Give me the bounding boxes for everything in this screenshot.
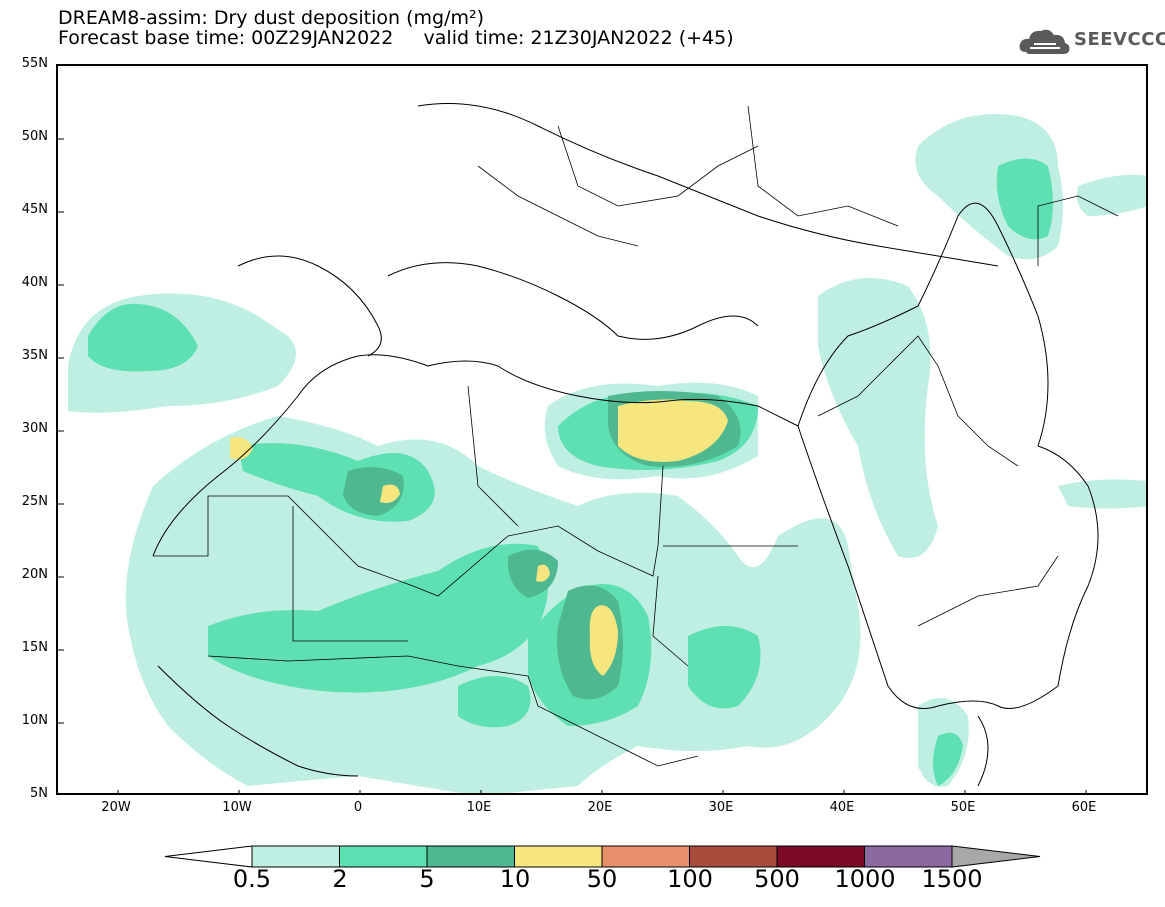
colorbar-label: 500	[754, 865, 800, 893]
dust-map	[58, 103, 1146, 793]
lat-label-45n: 45N	[21, 202, 48, 217]
lon-label-50e: 50E	[950, 800, 976, 815]
colorbar-swatch	[251, 845, 340, 868]
map-title: DREAM8-assim: Dry dust deposition (mg/m²…	[58, 7, 485, 29]
map-panel	[56, 64, 1148, 795]
lon-label-10e: 10E	[466, 800, 492, 815]
colorbar-label: 0.5	[232, 865, 272, 893]
seevccc-logo	[1018, 24, 1158, 58]
lat-label-10n: 10N	[21, 713, 48, 728]
lon-label-30e: 30E	[708, 800, 734, 815]
colorbar-label: 1500	[921, 865, 983, 893]
coastlines	[152, 103, 1099, 787]
borders	[153, 105, 1119, 767]
cloud-icon	[1019, 29, 1070, 54]
colorbar-label: 50	[586, 865, 618, 893]
colorbar-label: 2	[332, 865, 348, 893]
colorbar-swatch	[514, 845, 603, 868]
colorbar-label: 10	[499, 865, 531, 893]
colorbar-label: 100	[667, 865, 713, 893]
forecast-time-line: Forecast base time: 00Z29JAN2022 valid t…	[58, 27, 734, 49]
lon-label-0: 0	[353, 800, 363, 815]
colorbar-over-arrow	[951, 845, 1041, 868]
lat-label-20n: 20N	[21, 567, 48, 582]
lat-label-25n: 25N	[21, 494, 48, 509]
lat-label-30n: 30N	[21, 421, 48, 436]
logo-text: SEEVCCC	[1074, 29, 1165, 50]
lat-label-55n: 55N	[21, 56, 48, 71]
colorbar-swatch	[426, 845, 515, 868]
colorbar-label: 5	[419, 865, 435, 893]
lat-label-40n: 40N	[21, 275, 48, 290]
lat-label-15n: 15N	[21, 640, 48, 655]
colorbar-label: 1000	[834, 865, 896, 893]
lat-label-50n: 50N	[21, 129, 48, 144]
lon-label-40e: 40E	[829, 800, 855, 815]
colorbar-swatch	[776, 845, 865, 868]
colorbar-swatch	[339, 845, 428, 868]
lat-label-35n: 35N	[21, 348, 48, 363]
lat-label-5n: 5N	[30, 786, 48, 801]
axis-ticks	[58, 138, 1087, 793]
colorbar-swatch	[864, 845, 953, 868]
colorbar-swatch	[601, 845, 690, 868]
lon-label-20w: 20W	[101, 800, 131, 815]
dust-level-10	[230, 399, 728, 676]
lon-label-20e: 20E	[587, 800, 613, 815]
lon-label-10w: 10W	[222, 800, 252, 815]
lon-label-60e: 60E	[1071, 800, 1097, 815]
colorbar-swatch	[689, 845, 778, 868]
colorbar-under-arrow	[164, 845, 253, 868]
